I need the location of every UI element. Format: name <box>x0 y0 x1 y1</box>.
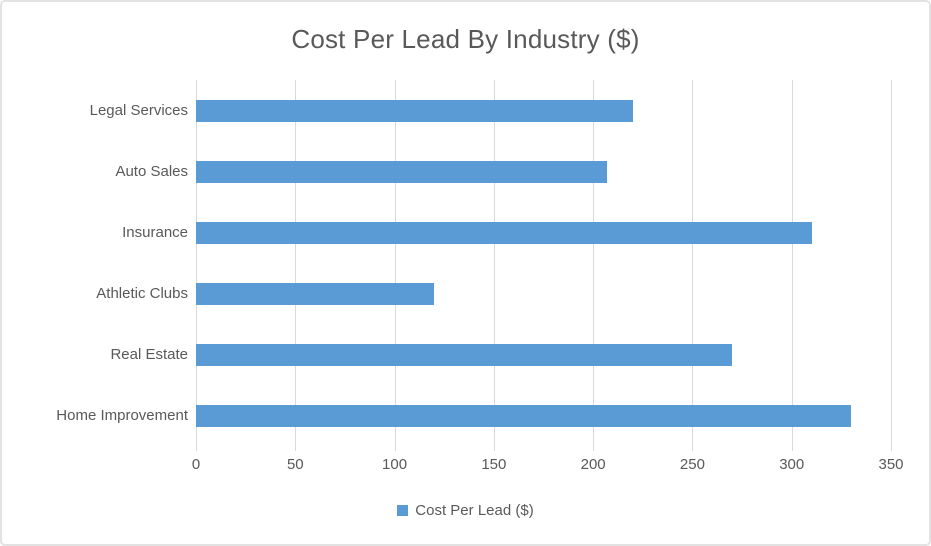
bar-row <box>196 385 891 446</box>
bar-row <box>196 202 891 263</box>
x-axis-tick-labels: 0 50 100 150 200 250 300 350 <box>2 456 929 476</box>
chart-title: Cost Per Lead By Industry ($) <box>291 24 640 54</box>
x-tick-label: 50 <box>286 456 304 473</box>
bar <box>196 221 812 244</box>
plot-area <box>196 80 892 451</box>
gridline <box>295 80 297 451</box>
legend-label: Cost Per Lead ($) <box>415 502 534 519</box>
legend: Cost Per Lead ($) <box>2 502 929 519</box>
gridline <box>493 80 495 451</box>
gridline <box>196 80 197 451</box>
legend-marker-icon <box>397 505 409 516</box>
x-tick-label: 350 <box>878 456 904 473</box>
y-axis-category-labels: Legal Services Auto Sales Insurance Athleti… <box>2 80 188 446</box>
gridline <box>791 80 793 451</box>
bar-row <box>196 324 891 385</box>
bar <box>196 282 435 305</box>
x-tick-label: 200 <box>580 456 606 473</box>
category-label: Legal Services <box>89 102 188 119</box>
category-label: Insurance <box>122 224 188 241</box>
x-tick-label: 100 <box>382 456 408 473</box>
category-label: Auto Sales <box>115 163 188 180</box>
bar-row <box>196 263 891 324</box>
gridline <box>394 80 396 451</box>
x-tick-label: 300 <box>779 456 805 473</box>
category-label: Athletic Clubs <box>96 285 188 302</box>
category-label: Home Improvement <box>56 407 188 424</box>
bar <box>196 99 633 122</box>
category-label: Real Estate <box>110 346 188 363</box>
x-tick-label: 250 <box>679 456 705 473</box>
bar-row <box>196 141 891 202</box>
bar <box>196 343 733 366</box>
gridline <box>891 80 892 451</box>
bar <box>196 404 852 427</box>
bar-row <box>196 80 891 141</box>
gridline <box>692 80 694 451</box>
gridline <box>593 80 595 451</box>
bar <box>196 160 608 183</box>
x-tick-label: 150 <box>481 456 507 473</box>
x-tick-label: 0 <box>191 456 201 473</box>
